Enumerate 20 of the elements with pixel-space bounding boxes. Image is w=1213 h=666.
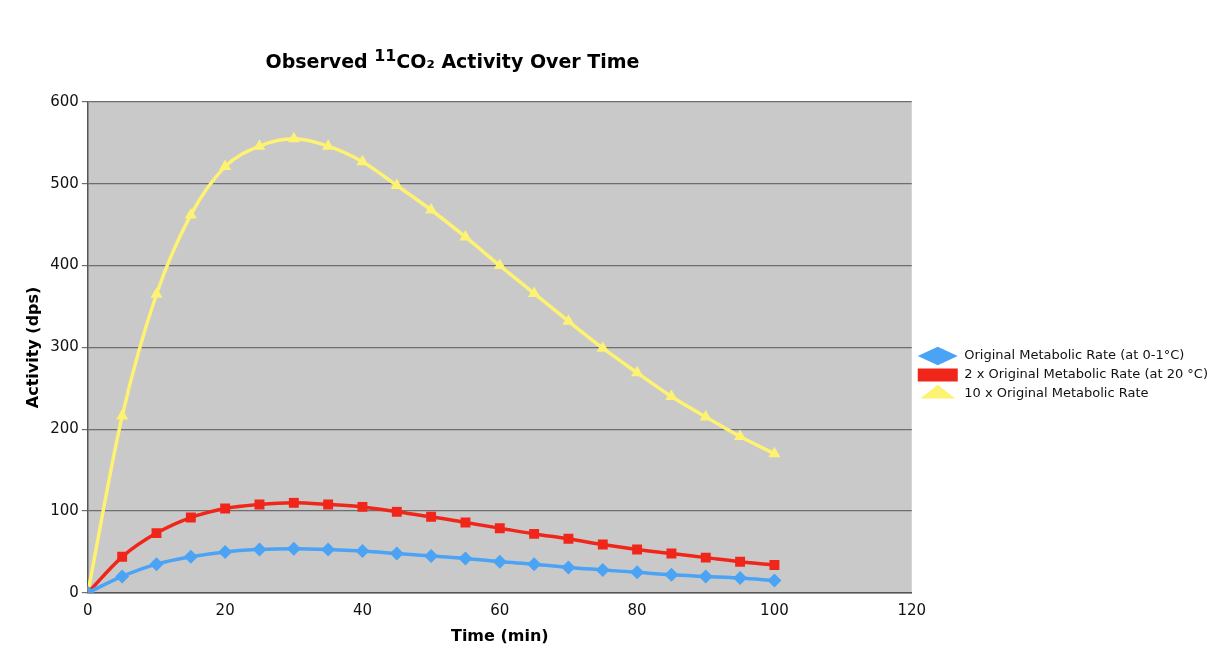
y-tick-label: 200 (50, 419, 79, 438)
legend-label: 10 x Original Metabolic Rate (964, 385, 1149, 401)
x-tick-label: 120 (897, 600, 927, 619)
y-tick-label: 600 (50, 91, 79, 110)
y-tick-label: 0 (69, 582, 79, 601)
x-tick-label: 80 (627, 600, 647, 619)
x-axis-title: Time (min) (450, 625, 549, 645)
y-tick-label: 500 (50, 173, 79, 192)
chart-title: Observed $^{11}$CO₂ Activity Over Time (264, 46, 641, 73)
y-tick-label: 300 (50, 337, 79, 356)
x-tick-label: 60 (490, 600, 510, 619)
y-tick-label: 100 (50, 500, 79, 519)
x-tick-label: 40 (352, 600, 373, 619)
y-axis-title: Activity (dps) (22, 286, 42, 409)
x-tick-label: 20 (215, 600, 235, 619)
legend-label: Original Metabolic Rate (at 0-1°C) (964, 347, 1185, 363)
x-tick-label: 100 (760, 600, 789, 619)
x-tick-label: 0 (83, 600, 93, 619)
y-tick-label: 400 (50, 255, 79, 274)
legend-label: 2 x Original Metabolic Rate (at 20 °C) (964, 366, 1208, 382)
